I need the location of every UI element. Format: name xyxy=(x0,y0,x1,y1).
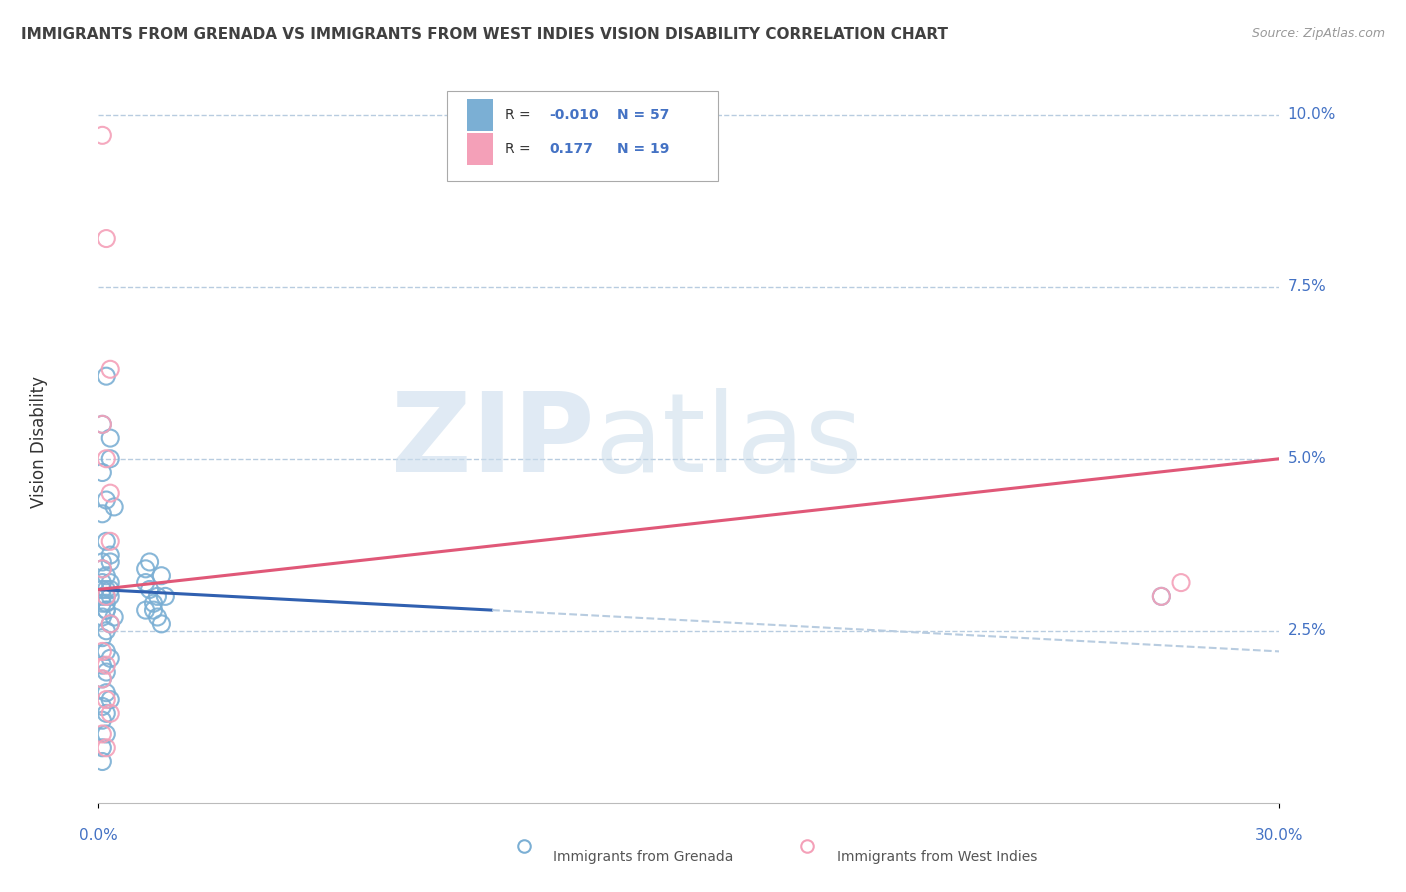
Text: Immigrants from West Indies: Immigrants from West Indies xyxy=(837,850,1038,863)
Bar xyxy=(467,99,494,131)
Text: R =: R = xyxy=(505,142,530,156)
Point xyxy=(91,507,114,521)
Point xyxy=(98,555,121,569)
Point xyxy=(91,727,114,741)
Text: Immigrants from Grenada: Immigrants from Grenada xyxy=(553,850,734,863)
Point xyxy=(1170,575,1192,590)
Point xyxy=(91,582,114,597)
Point xyxy=(1150,590,1173,604)
Point xyxy=(98,692,121,706)
Point xyxy=(96,686,118,700)
Point xyxy=(96,590,118,604)
Text: 0.0%: 0.0% xyxy=(79,828,118,843)
Text: atlas: atlas xyxy=(595,388,863,495)
Point xyxy=(98,362,121,376)
Point xyxy=(91,672,114,686)
Point xyxy=(98,706,121,721)
Point xyxy=(150,568,173,582)
Point xyxy=(91,740,114,755)
Point xyxy=(91,128,114,143)
Point xyxy=(135,562,157,576)
Point xyxy=(91,610,114,624)
Point xyxy=(96,658,118,673)
Point xyxy=(96,582,118,597)
Text: N = 57: N = 57 xyxy=(617,108,669,122)
Text: ZIP: ZIP xyxy=(391,388,595,495)
Point xyxy=(96,624,118,638)
Point xyxy=(91,672,114,686)
Point xyxy=(98,534,121,549)
Text: 10.0%: 10.0% xyxy=(1288,107,1336,122)
Point xyxy=(98,590,121,604)
Point xyxy=(96,231,118,245)
Point xyxy=(98,431,121,445)
Point xyxy=(103,500,125,514)
Point xyxy=(91,417,114,432)
Point xyxy=(98,651,121,665)
Text: N = 19: N = 19 xyxy=(617,142,669,156)
FancyBboxPatch shape xyxy=(447,91,718,181)
Point xyxy=(146,590,169,604)
Text: Vision Disability: Vision Disability xyxy=(31,376,48,508)
Point xyxy=(96,596,118,610)
Point xyxy=(103,610,125,624)
Point xyxy=(150,616,173,631)
Point xyxy=(91,596,114,610)
Point xyxy=(91,575,114,590)
Point xyxy=(91,755,114,769)
Point xyxy=(135,603,157,617)
Point xyxy=(98,616,121,631)
Text: 7.5%: 7.5% xyxy=(1288,279,1326,294)
Point xyxy=(1150,590,1173,604)
Point xyxy=(98,548,121,562)
Text: IMMIGRANTS FROM GRENADA VS IMMIGRANTS FROM WEST INDIES VISION DISABILITY CORRELA: IMMIGRANTS FROM GRENADA VS IMMIGRANTS FR… xyxy=(21,27,948,42)
Point xyxy=(98,486,121,500)
Point xyxy=(91,562,114,576)
Point xyxy=(98,451,121,466)
Point xyxy=(96,603,118,617)
Point xyxy=(91,417,114,432)
Point xyxy=(96,665,118,679)
Point xyxy=(91,466,114,480)
Text: 0.177: 0.177 xyxy=(550,142,593,156)
Point xyxy=(142,596,165,610)
Point xyxy=(91,555,114,569)
Point xyxy=(155,590,177,604)
Point xyxy=(96,603,118,617)
Point xyxy=(98,575,121,590)
Point xyxy=(91,713,114,727)
Point xyxy=(91,658,114,673)
Text: Source: ZipAtlas.com: Source: ZipAtlas.com xyxy=(1251,27,1385,40)
Text: -0.010: -0.010 xyxy=(550,108,599,122)
Point xyxy=(91,631,114,645)
Point xyxy=(96,369,118,384)
Text: R =: R = xyxy=(505,108,530,122)
Point xyxy=(91,644,114,658)
Point xyxy=(138,582,160,597)
Point xyxy=(96,740,118,755)
Point xyxy=(96,568,118,582)
Point xyxy=(91,699,114,714)
Text: 2.5%: 2.5% xyxy=(1288,624,1326,639)
Point xyxy=(91,562,114,576)
Text: 30.0%: 30.0% xyxy=(1256,828,1303,843)
Point xyxy=(96,493,118,508)
Bar xyxy=(467,133,494,165)
Point xyxy=(96,644,118,658)
Point xyxy=(96,706,118,721)
Text: 5.0%: 5.0% xyxy=(1288,451,1326,467)
Point xyxy=(142,603,165,617)
Point xyxy=(146,610,169,624)
Point xyxy=(98,582,121,597)
Point xyxy=(96,692,118,706)
Point xyxy=(96,534,118,549)
Point xyxy=(138,555,160,569)
Point xyxy=(96,451,118,466)
Point xyxy=(91,590,114,604)
Point xyxy=(96,727,118,741)
Point xyxy=(96,590,118,604)
Point xyxy=(135,575,157,590)
Point xyxy=(98,616,121,631)
